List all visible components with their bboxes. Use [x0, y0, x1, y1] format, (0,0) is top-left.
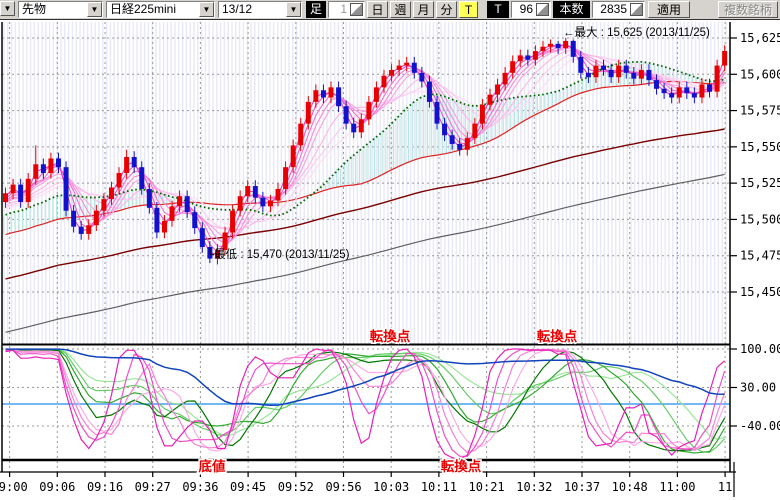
- apply-button[interactable]: 適用: [648, 1, 690, 18]
- price-tick-label: 15,450: [740, 285, 780, 299]
- spinner-button-icon[interactable]: [350, 3, 363, 16]
- signal-annotation: 底値: [199, 458, 226, 474]
- time-label: 09:45: [230, 480, 266, 494]
- period-tick-button[interactable]: T: [459, 1, 478, 18]
- instrument-type-select[interactable]: 先物 ▼: [18, 1, 103, 18]
- time-label: 10:32: [516, 480, 552, 494]
- price-tick-label: 15,600: [740, 67, 780, 81]
- max-price-annotation: ←最大 : 15,625 (2013/11/25): [563, 25, 710, 39]
- min-price-annotation: └最低 : 15,470 (2013/11/25): [206, 247, 350, 261]
- price-tick-label: 15,575: [740, 104, 780, 118]
- bar-count-stepper[interactable]: 2835: [592, 1, 645, 18]
- price-chart[interactable]: 15,625 15,600 15,575 15,550 15,525 15,500 15,4…: [0, 20, 780, 500]
- bar-count-value: 2835: [600, 2, 627, 16]
- annotations: ←最大 : 15,625 (2013/11/25) └最低 : 15,470 (2…: [197, 25, 710, 476]
- time-label: 09:56: [325, 480, 361, 494]
- time-label: 09:36: [182, 480, 218, 494]
- price-tick-label: 15,475: [740, 249, 780, 263]
- time-label: 10:21: [469, 480, 505, 494]
- gridlines: [2, 22, 730, 472]
- time-label: 10:37: [564, 480, 600, 494]
- candlesticks: [3, 38, 728, 265]
- oscillator-tick-label: 100.00: [740, 342, 780, 356]
- symbol-value: 日経225mini: [110, 2, 177, 16]
- dropdown-arrow-icon[interactable]: ▼: [87, 2, 102, 17]
- time-label: 10:48: [612, 480, 648, 494]
- time-label: 10:03: [373, 480, 409, 494]
- dropdown-arrow-icon[interactable]: ▼: [199, 2, 214, 17]
- time-label: 09:00: [0, 480, 28, 494]
- interval-stepper[interactable]: 1: [328, 1, 365, 18]
- spinner-button-icon[interactable]: [630, 3, 643, 16]
- bar-count-label: 本数: [553, 1, 590, 18]
- tick-size-value: 96: [519, 2, 533, 16]
- time-label: 11: [718, 480, 732, 494]
- interval-value: 1: [340, 2, 347, 16]
- period-day-button[interactable]: 日: [367, 1, 388, 18]
- period-minute-button[interactable]: 分: [436, 1, 457, 18]
- time-label: 09:16: [87, 480, 123, 494]
- oscillator-tick-label: -40.00: [740, 419, 780, 433]
- period-week-button[interactable]: 週: [390, 1, 411, 18]
- price-tick-label: 15,625: [740, 31, 780, 45]
- multi-symbol-button[interactable]: 複数銘柄: [718, 1, 778, 18]
- time-label: 11:00: [659, 480, 695, 494]
- edge-dropdown-arrow-icon[interactable]: ▼: [0, 1, 15, 16]
- time-label: 09:52: [278, 480, 314, 494]
- signal-annotation: 転換点: [441, 458, 482, 474]
- price-tick-label: 15,550: [740, 140, 780, 154]
- chart-frame: [0, 22, 736, 497]
- symbol-select[interactable]: 日経225mini ▼: [106, 1, 215, 18]
- spinner-button-icon[interactable]: [536, 3, 549, 16]
- dropdown-arrow-icon[interactable]: ▼: [286, 2, 301, 17]
- tick-size-stepper[interactable]: 96: [511, 1, 551, 18]
- contract-month-value: 13/12: [222, 2, 253, 16]
- contract-month-select[interactable]: 13/12 ▼: [218, 1, 302, 18]
- tick-size-label: T: [487, 1, 509, 18]
- price-axis: 15,625 15,600 15,575 15,550 15,525 15,500 15,4…: [730, 31, 780, 433]
- instrument-type-value: 先物: [22, 2, 47, 16]
- signal-annotation: 転換点: [537, 328, 578, 344]
- price-tick-label: 15,525: [740, 176, 780, 190]
- price-tick-label: 15,500: [740, 212, 780, 226]
- oscillator-panel: [2, 348, 730, 460]
- time-label: 09:27: [135, 480, 171, 494]
- bar-type-label: 足: [306, 1, 326, 18]
- signal-annotation: 転換点: [370, 328, 411, 344]
- period-month-button[interactable]: 月: [413, 1, 434, 18]
- time-label: 10:11: [421, 480, 457, 494]
- time-label: 09:06: [39, 480, 75, 494]
- oscillator-tick-label: 30.00: [740, 381, 776, 395]
- time-axis: 09:00 09:06 09:16 09:27 09:36 09:45 09:52 09:56…: [0, 472, 732, 494]
- toolbar: ▼ 先物 ▼ 日経225mini ▼ 13/12 ▼ 足 1 日 週 月 分 T…: [0, 0, 780, 20]
- ma-band-hatch: [2, 61, 728, 235]
